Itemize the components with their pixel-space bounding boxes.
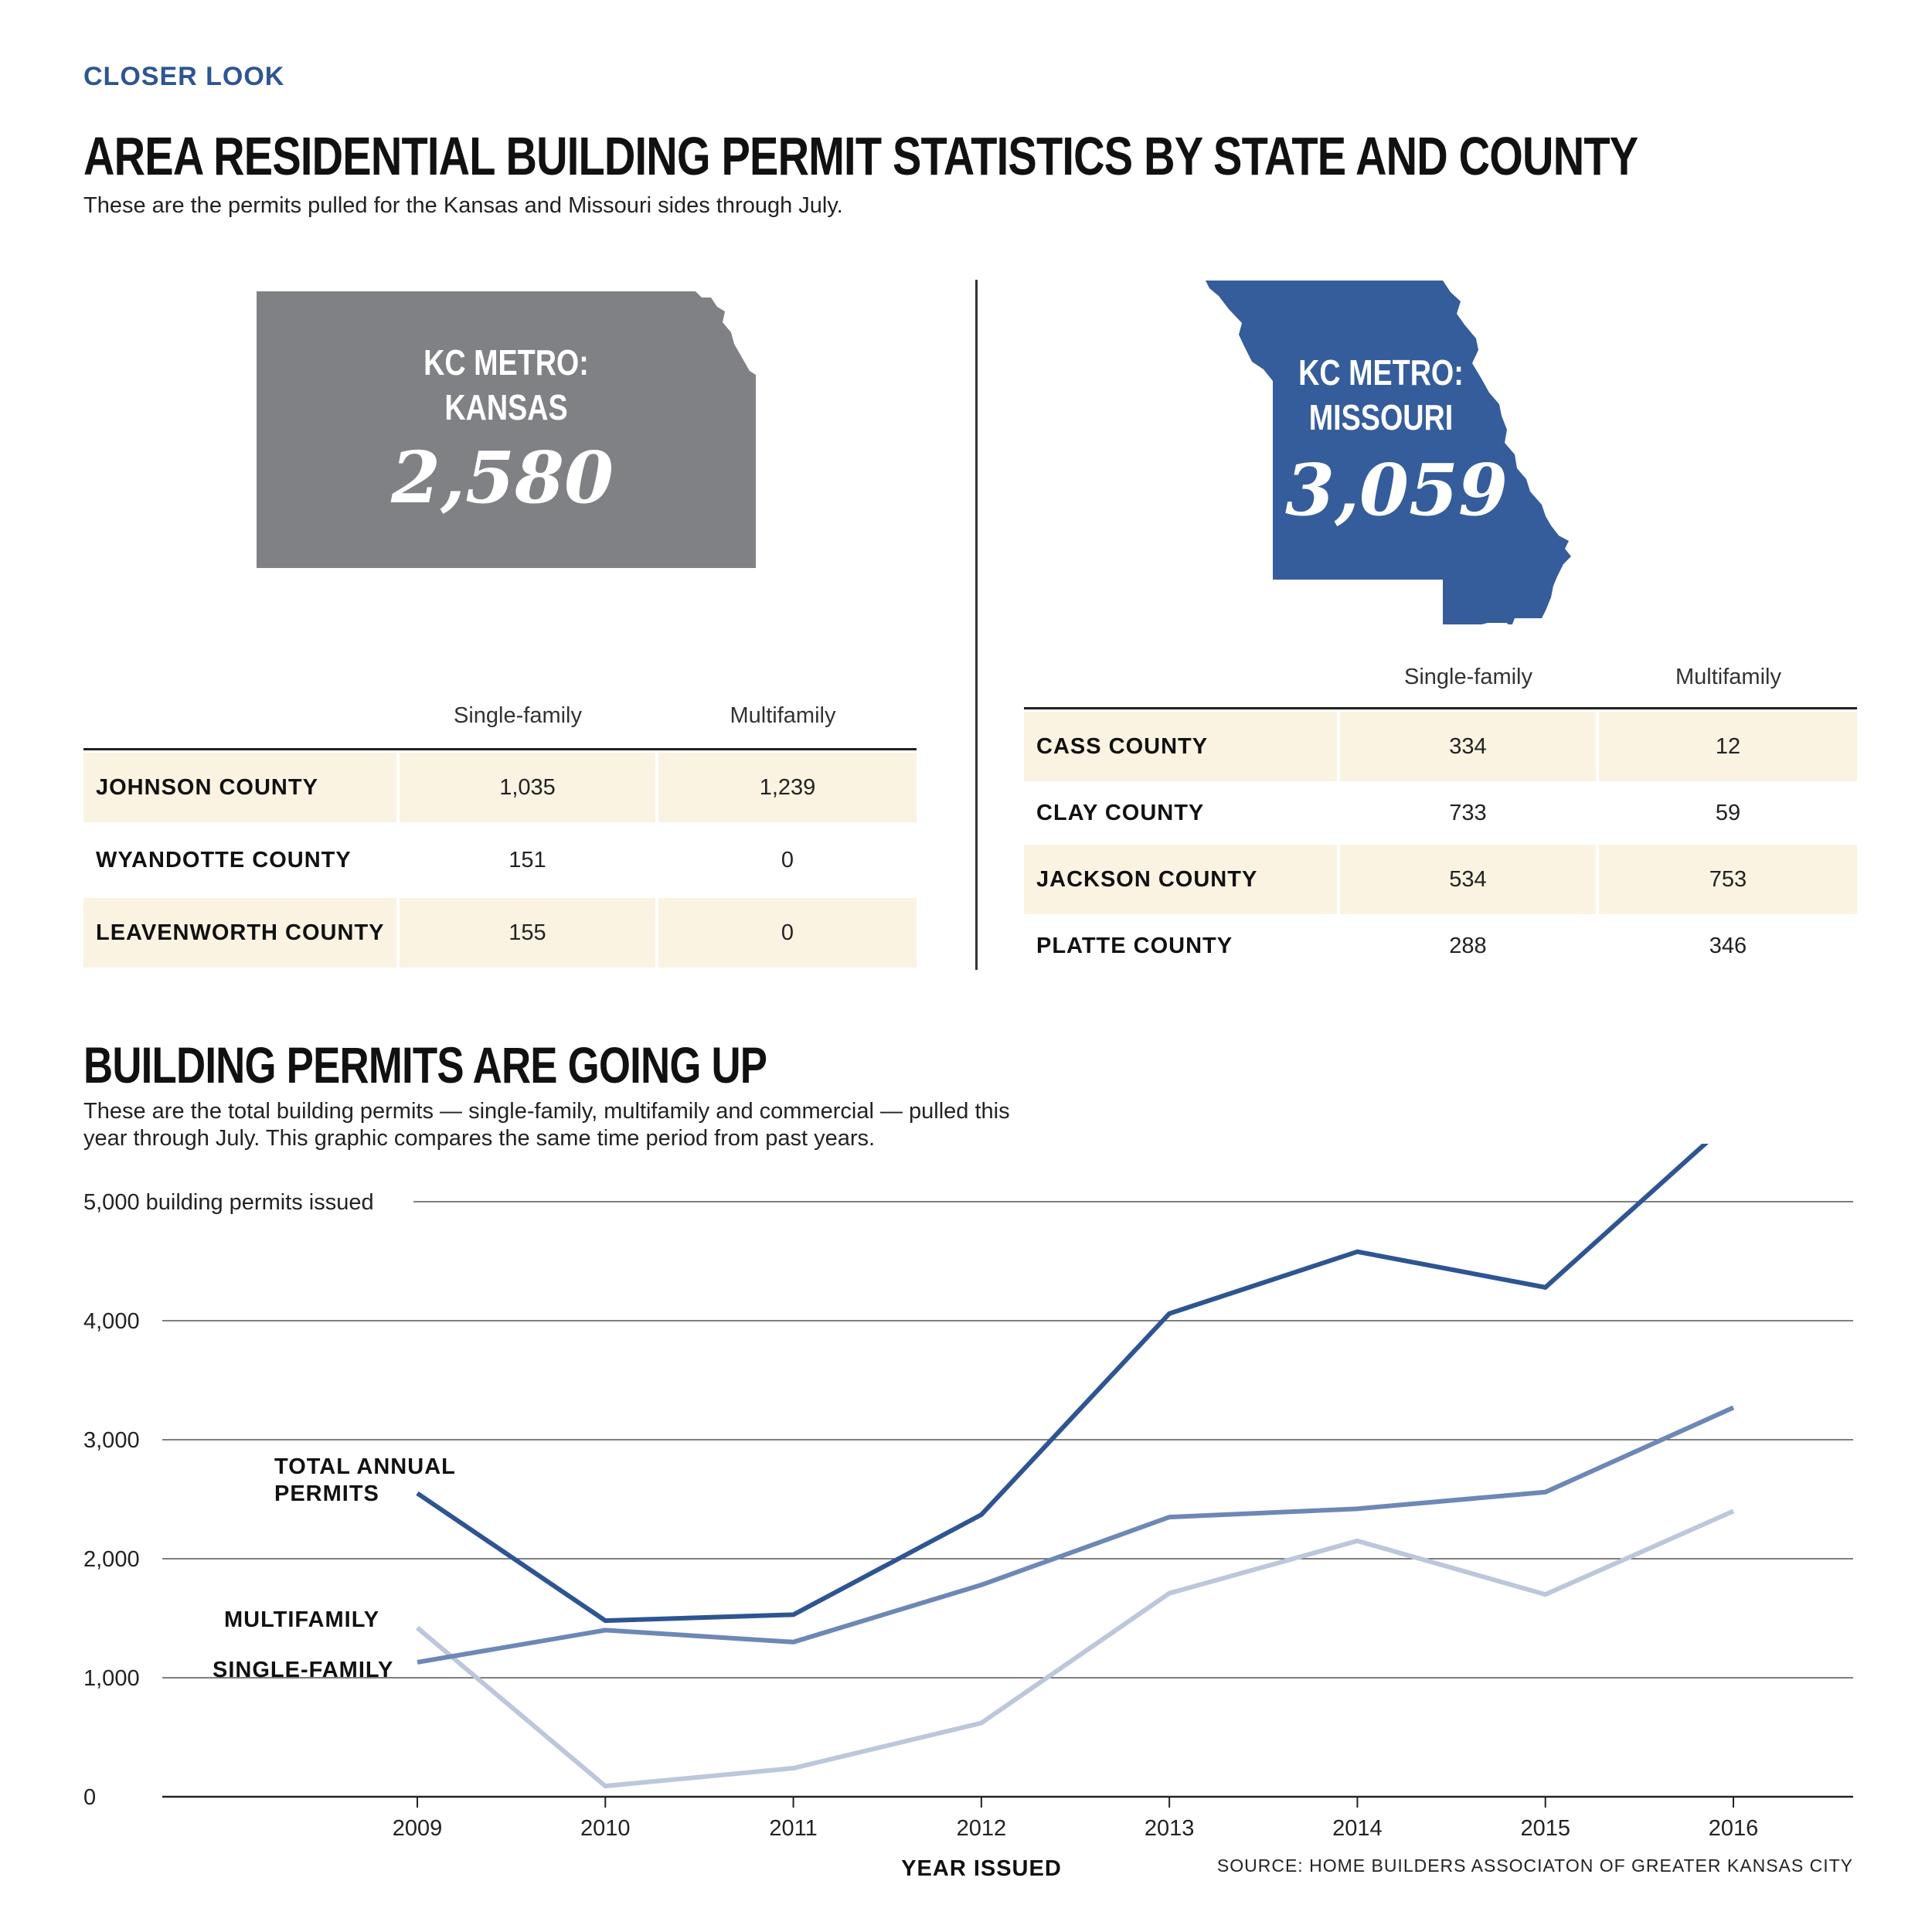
series-line-total-annual-permits xyxy=(416,1144,1709,1624)
table-row: CASS COUNTY 334 12 xyxy=(1024,712,1857,784)
county-name: WYANDOTTE COUNTY xyxy=(96,847,352,872)
y-axis-ticks: 0 1,000 2,000 3,000 4,000 5,000 building perm… xyxy=(83,1190,374,1810)
x-tick-label: 2011 xyxy=(769,1816,817,1841)
missouri-col-multi: Multifamily xyxy=(1675,665,1781,689)
chart-dek-line2: year through July. This graphic compares… xyxy=(83,1126,876,1151)
y-tick-label: 4,000 xyxy=(83,1309,140,1334)
y-tick-label: 2,000 xyxy=(83,1547,140,1572)
county-name: CASS COUNTY xyxy=(1024,712,1337,781)
table-row: PLATTE COUNTY 288 346 xyxy=(1024,911,1857,984)
chart-dek-line1: These are the total building permits — s… xyxy=(83,1099,1010,1124)
kansas-shape xyxy=(257,291,756,568)
missouri-label-line1: KC METRO: xyxy=(1298,352,1464,392)
multifamily-value: 346 xyxy=(1709,933,1747,958)
multifamily-value: 59 xyxy=(1715,800,1741,825)
chart-source: SOURCE: HOME BUILDERS ASSOCIATON OF GREA… xyxy=(1217,1855,1853,1876)
county-name: PLATTE COUNTY xyxy=(1036,933,1233,958)
table-row: JOHNSON COUNTY 1,035 1,239 xyxy=(83,753,917,825)
series-label-total-line1: TOTAL ANNUAL PERMITS xyxy=(274,1454,456,1506)
x-tick-label: 2010 xyxy=(580,1816,631,1841)
multifamily-value: 0 xyxy=(658,898,917,968)
missouri-col-single: Single-family xyxy=(1404,665,1532,689)
single-family-value: 1,035 xyxy=(400,753,655,822)
table-row: JACKSON COUNTY 534 753 xyxy=(1024,845,1857,917)
chart-grid xyxy=(162,1201,1853,1798)
missouri-table-rule xyxy=(1024,707,1857,709)
series-line-single-family xyxy=(416,1509,1735,1789)
missouri-table: Single-family Multifamily CASS COUNTY 33… xyxy=(1024,661,1857,985)
multifamily-value: 1,239 xyxy=(658,753,917,822)
kansas-label-line1: KC METRO: xyxy=(423,342,589,382)
kansas-total: 2,580 xyxy=(390,436,614,519)
table-row: LEAVENWORTH COUNTY 155 0 xyxy=(83,898,917,971)
county-name: JOHNSON COUNTY xyxy=(83,753,396,822)
single-family-value: 534 xyxy=(1340,845,1596,914)
missouri-label-line2: MISSOURI xyxy=(1309,397,1453,437)
x-tick-label: 2014 xyxy=(1332,1816,1383,1841)
y-tick-label: 3,000 xyxy=(83,1428,140,1453)
kansas-table-rule xyxy=(83,748,917,750)
kansas-map: KC METRO: KANSAS 2,580 xyxy=(257,291,756,568)
single-family-value: 155 xyxy=(400,898,655,968)
county-name: JACKSON COUNTY xyxy=(1024,845,1337,914)
missouri-map: KC METRO: MISSOURI 3,059 xyxy=(1206,281,1571,624)
single-family-value: 334 xyxy=(1340,712,1596,781)
single-family-value: 733 xyxy=(1449,800,1487,825)
kansas-col-single: Single-family xyxy=(454,703,582,728)
missouri-total: 3,059 xyxy=(1285,448,1508,532)
y-tick-label: 5,000 building permits issued xyxy=(83,1190,374,1215)
multifamily-value: 12 xyxy=(1599,712,1857,781)
county-name: CLAY COUNTY xyxy=(1036,800,1205,825)
kicker: CLOSER LOOK xyxy=(83,62,285,91)
single-family-value: 288 xyxy=(1449,933,1487,958)
table-row: WYANDOTTE COUNTY 151 0 xyxy=(83,825,917,898)
series-line-multifamily xyxy=(417,1405,1735,1665)
series-label-single-family: SINGLE-FAMILY xyxy=(213,1658,393,1682)
x-axis-title: YEAR ISSUED xyxy=(901,1856,1062,1881)
chart-title: BUILDING PERMITS ARE GOING UP xyxy=(83,1036,767,1094)
page-title: AREA RESIDENTIAL BUILDING PERMIT STATIST… xyxy=(83,126,1638,186)
x-tick-label: 2015 xyxy=(1520,1816,1570,1841)
x-tick-label: 2012 xyxy=(957,1816,1007,1841)
x-tick-label: 2016 xyxy=(1709,1816,1759,1841)
kansas-col-multi: Multifamily xyxy=(730,703,836,728)
y-tick-label: 0 xyxy=(83,1785,96,1810)
county-name: LEAVENWORTH COUNTY xyxy=(83,898,396,968)
y-tick-label: 1,000 xyxy=(83,1666,140,1691)
series-label-multifamily: MULTIFAMILY xyxy=(224,1607,379,1632)
column-divider xyxy=(975,280,978,970)
table-row: CLAY COUNTY 733 59 xyxy=(1024,778,1857,851)
missouri-shape xyxy=(1206,281,1571,624)
x-tick-label: 2013 xyxy=(1145,1816,1195,1841)
chart-series xyxy=(416,1144,1735,1789)
single-family-value: 151 xyxy=(509,847,546,872)
kansas-table: Single-family Multifamily JOHNSON COUNTY… xyxy=(83,696,917,974)
multifamily-value: 753 xyxy=(1599,845,1857,914)
multifamily-value: 0 xyxy=(781,847,794,872)
x-tick-label: 2009 xyxy=(393,1816,443,1841)
kansas-label-line2: KANSAS xyxy=(444,387,567,427)
line-chart: 0 1,000 2,000 3,000 4,000 5,000 building perm… xyxy=(83,1144,1853,1881)
page-subtitle: These are the permits pulled for the Kan… xyxy=(83,193,843,218)
x-axis-ticks: 2009 2010 2011 2012 2013 2014 2015 2016 xyxy=(393,1797,1759,1841)
